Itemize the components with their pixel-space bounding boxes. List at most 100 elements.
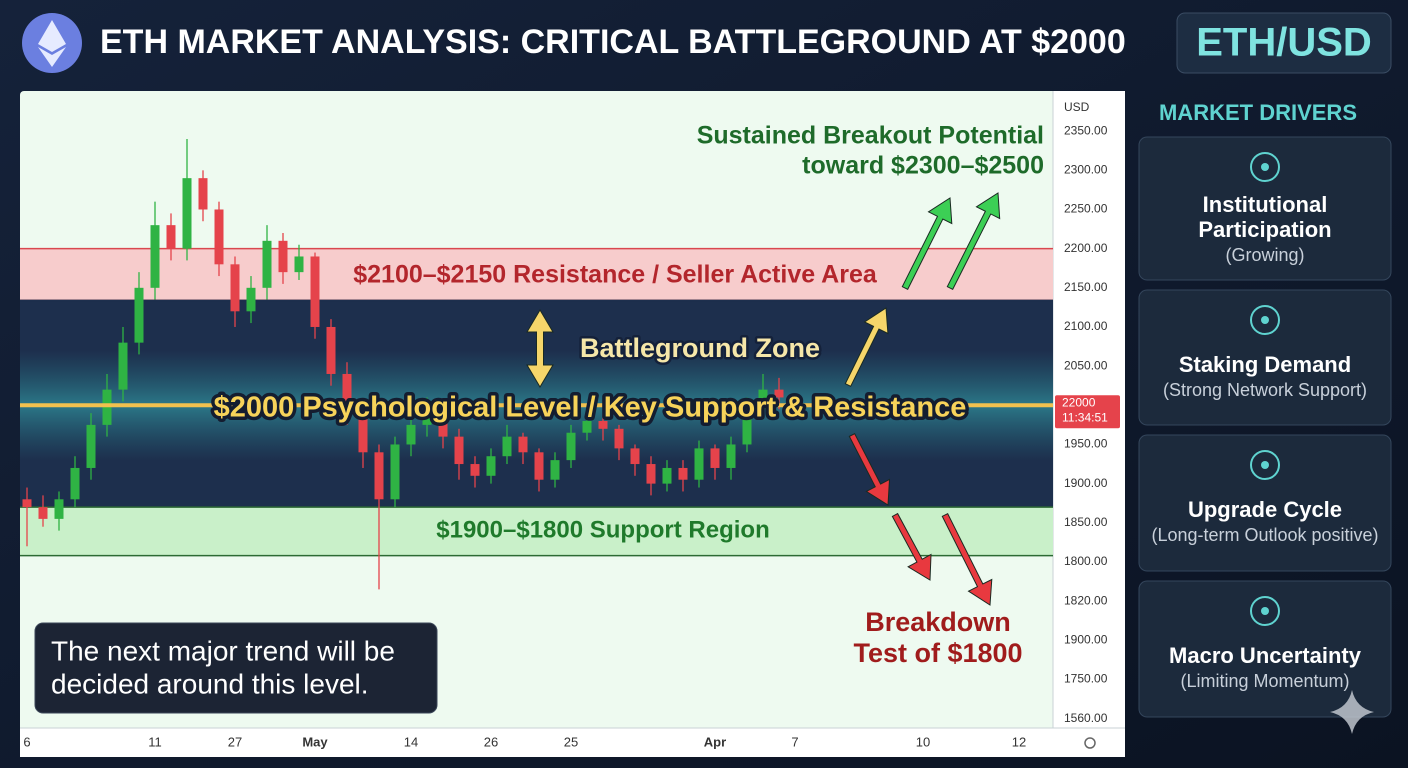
driver-title: Macro Uncertainty xyxy=(1169,643,1362,668)
time-axis xyxy=(20,728,1125,757)
pair-box xyxy=(1176,12,1392,74)
x-tick-label: 10 xyxy=(916,734,930,749)
x-tick-label: 27 xyxy=(228,734,242,749)
candle-body xyxy=(486,456,496,476)
candle-body xyxy=(438,409,448,437)
driver-title: Participation xyxy=(1198,217,1331,242)
candle-body xyxy=(758,389,768,410)
candle-body xyxy=(134,287,144,343)
driver-icon-dot xyxy=(1261,607,1269,615)
candle-body xyxy=(774,389,784,398)
driver-icon xyxy=(1250,596,1280,626)
driver-title: Staking Demand xyxy=(1179,352,1351,377)
candle-body xyxy=(374,452,384,500)
x-tick-label: Apr xyxy=(704,734,726,749)
candle-body xyxy=(614,428,624,449)
candle-body xyxy=(518,436,528,453)
price-tag xyxy=(1055,395,1120,429)
sparkle xyxy=(1330,690,1374,734)
driver-card xyxy=(1138,289,1392,426)
breakout-note: toward $2300–$2500 xyxy=(802,152,1044,180)
driver-icon xyxy=(1250,152,1280,182)
price-tag-value: 22000 xyxy=(1062,395,1096,409)
driver-icon xyxy=(1250,450,1280,480)
y-tick-label: 2300.00 xyxy=(1064,162,1108,176)
candle-body xyxy=(358,413,368,453)
key-level-label: $2000 Psychological Level / Key Support … xyxy=(214,392,967,424)
driver-icon-dot xyxy=(1261,163,1269,171)
candle-body xyxy=(198,178,208,210)
y-tick-label: 2050.00 xyxy=(1064,358,1108,372)
candle-body xyxy=(742,409,752,445)
candle-body xyxy=(86,424,96,468)
candle-body xyxy=(54,499,64,519)
zone-label: $2100–$2150 Resistance / Seller Active A… xyxy=(353,261,878,289)
x-tick-label: 12 xyxy=(1012,734,1026,749)
x-tick-label: 6 xyxy=(23,734,30,749)
candle-body xyxy=(278,240,288,273)
driver-subtitle: (Growing) xyxy=(1225,245,1304,265)
y-scale-label: 1820.00 xyxy=(1064,593,1108,607)
candle-body xyxy=(470,464,480,476)
callout-line: The next major trend will be xyxy=(51,635,395,666)
breakdown-note: Breakdown xyxy=(865,607,1011,637)
candle-body xyxy=(214,209,224,265)
candle-body xyxy=(166,225,176,249)
y-tick-label: 2200.00 xyxy=(1064,241,1108,255)
candle-body xyxy=(662,467,672,484)
driver-subtitle: (Strong Network Support) xyxy=(1163,380,1367,400)
zone xyxy=(20,507,1053,556)
x-tick-label: 26 xyxy=(484,734,498,749)
eth-logo-glyph xyxy=(38,20,66,67)
y-tick-label: 1800.00 xyxy=(1064,554,1108,568)
driver-title: Institutional xyxy=(1203,192,1328,217)
y-scale-label: 1900.00 xyxy=(1064,632,1108,646)
candle-body xyxy=(726,444,736,468)
candle-body xyxy=(326,326,336,374)
arrow xyxy=(526,309,554,388)
zone-label: $1900–$1800 Support Region xyxy=(436,516,769,543)
driver-icon-dot xyxy=(1261,316,1269,324)
candle-body xyxy=(294,256,304,273)
driver-icon-dot xyxy=(1261,461,1269,469)
candle-body xyxy=(182,178,192,249)
candle-body xyxy=(262,240,272,288)
candle-body xyxy=(646,464,656,484)
candle-body xyxy=(390,444,400,500)
y-scale-label: 1560.00 xyxy=(1064,711,1108,725)
driver-subtitle: (Long-term Outlook positive) xyxy=(1151,525,1378,545)
x-tick-label: 7 xyxy=(791,734,798,749)
driver-card xyxy=(1138,434,1392,572)
driver-icon xyxy=(1250,305,1280,335)
candle-body xyxy=(422,409,432,425)
callout-line: decided around this level. xyxy=(51,668,369,699)
candle-body xyxy=(550,460,560,480)
y-tick-label: 2100.00 xyxy=(1064,319,1108,333)
candle-body xyxy=(118,342,128,390)
header-title: ETH MARKET ANALYSIS: CRITICAL BATTLEGROU… xyxy=(100,23,1126,61)
candle-body xyxy=(342,373,352,414)
arrow xyxy=(891,512,932,581)
pair-label: ETH/USD xyxy=(1196,21,1372,65)
candle-body xyxy=(582,420,592,433)
y-tick-label: 2250.00 xyxy=(1064,202,1108,216)
driver-title: Upgrade Cycle xyxy=(1188,497,1342,522)
y-tick-label: 1850.00 xyxy=(1064,515,1108,529)
x-tick-label: May xyxy=(302,734,328,749)
candle-body xyxy=(566,432,576,461)
candle-body xyxy=(678,467,688,480)
x-tick-label: 11 xyxy=(148,734,162,749)
arrow xyxy=(848,432,891,506)
driver-subtitle: (Limiting Momentum) xyxy=(1180,671,1349,691)
sidebar-title: MARKET DRIVERS xyxy=(1159,100,1357,125)
driver-card xyxy=(1138,136,1392,281)
y-tick-label: 1900.00 xyxy=(1064,476,1108,490)
driver-card xyxy=(1138,580,1392,718)
zone xyxy=(20,248,1053,301)
candle-body xyxy=(598,420,608,429)
candle-body xyxy=(70,467,80,500)
x-tick-label: 14 xyxy=(404,734,418,749)
breakout-note: Sustained Breakout Potential xyxy=(697,122,1044,150)
candle-body xyxy=(246,287,256,312)
